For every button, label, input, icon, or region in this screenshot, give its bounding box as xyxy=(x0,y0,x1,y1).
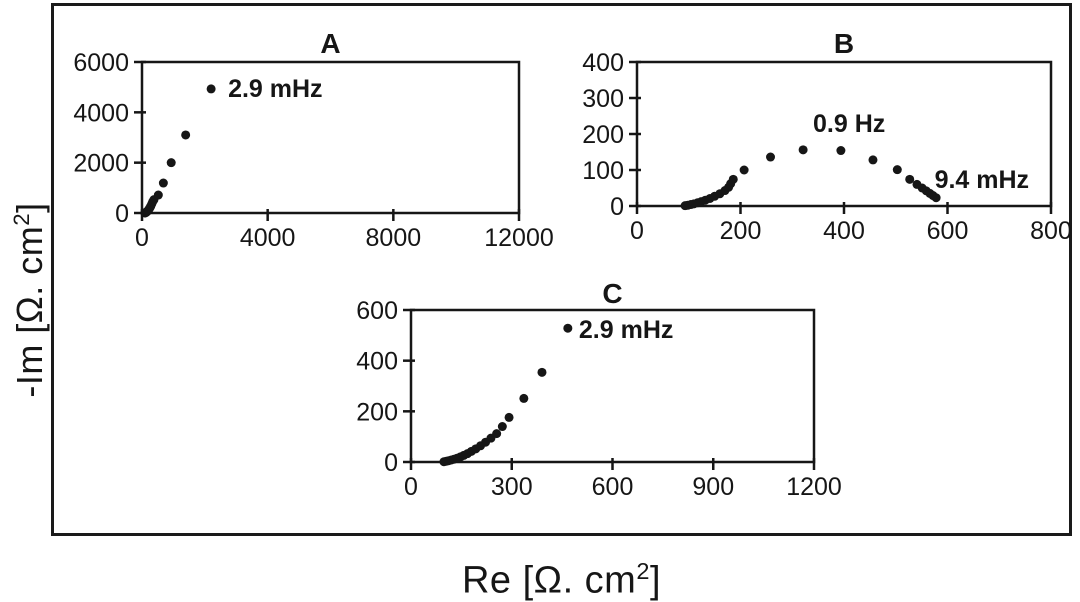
plot-title: A xyxy=(320,28,340,59)
x-tick-label: 600 xyxy=(592,473,634,501)
y-tick-label: 4000 xyxy=(73,99,129,127)
data-point xyxy=(206,84,216,94)
data-point xyxy=(537,367,547,377)
y-axis-label: -Im [Ω. cm2] xyxy=(0,169,50,431)
plot-A: 0 4000 8000 12000 0 2000 4000 6000 A 2.9 mHz xyxy=(73,28,553,252)
y-tick-label: 200 xyxy=(356,398,398,426)
data-point xyxy=(836,146,846,156)
y-tick-label: 100 xyxy=(582,157,624,185)
x-tick-label: 800 xyxy=(1030,217,1072,245)
data-point xyxy=(519,393,529,403)
x-axis-label-superscript: 2 xyxy=(636,558,650,584)
frequency-annotation: 9.4 mHz xyxy=(935,166,1029,194)
y-tick-label: 300 xyxy=(582,85,624,113)
y-tick-label: 0 xyxy=(384,449,398,477)
data-point xyxy=(504,412,514,422)
x-axis-label-close: ] xyxy=(649,559,662,602)
data-point xyxy=(158,178,168,188)
figure-outer-frame xyxy=(51,3,1072,536)
frequency-annotation: 2.9 mHz xyxy=(579,316,673,344)
x-tick-label: 12000 xyxy=(484,224,554,252)
x-axis-label: Re [Ω. cm2] xyxy=(51,546,1072,602)
y-axis-label-superscript: 2 xyxy=(9,212,34,226)
data-point xyxy=(766,152,776,162)
x-tick-label: 0 xyxy=(135,224,149,252)
data-point xyxy=(728,174,738,184)
x-tick-label: 0 xyxy=(404,473,418,501)
data-point xyxy=(492,429,502,439)
plot-title: B xyxy=(834,28,854,59)
y-tick-label: 2000 xyxy=(73,150,129,178)
plot-B: 0 200 400 600 800 0 100 200 300 400 B 0.9 Hz 9.4 mHz xyxy=(582,28,1072,245)
x-tick-label: 300 xyxy=(491,473,533,501)
data-point xyxy=(166,158,176,168)
x-tick-label: 400 xyxy=(823,217,865,245)
data-point xyxy=(739,165,749,175)
data-point xyxy=(931,193,941,203)
plot-title: C xyxy=(602,278,622,309)
x-tick-label: 1200 xyxy=(786,473,842,501)
data-point xyxy=(181,130,191,140)
x-tick-label: 0 xyxy=(630,217,644,245)
y-axis-label-close: ] xyxy=(9,202,50,213)
frequency-annotation: 0.9 Hz xyxy=(813,110,885,138)
y-tick-label: 600 xyxy=(356,297,398,325)
y-tick-label: 6000 xyxy=(73,49,129,77)
frequency-annotation: 2.9 mHz xyxy=(228,75,322,103)
data-point xyxy=(497,422,507,432)
data-point xyxy=(892,165,902,175)
x-tick-label: 200 xyxy=(720,217,762,245)
x-axis-label-text: Re [Ω. cm xyxy=(461,559,637,602)
y-tick-label: 200 xyxy=(582,121,624,149)
x-tick-label: 8000 xyxy=(366,224,422,252)
x-tick-label: 900 xyxy=(692,473,734,501)
data-point xyxy=(563,323,573,333)
x-tick-label: 4000 xyxy=(240,224,296,252)
data-point xyxy=(153,190,163,200)
y-tick-label: 400 xyxy=(356,348,398,376)
x-tick-label: 600 xyxy=(927,217,969,245)
data-point xyxy=(905,174,915,184)
y-tick-label: 400 xyxy=(582,49,624,77)
y-tick-label: 0 xyxy=(610,193,624,221)
plot-C: 0 300 600 900 1200 0 200 400 600 C 2.9 mHz xyxy=(356,278,842,501)
data-point xyxy=(798,145,808,155)
y-axis-label-text: -Im [Ω. cm xyxy=(9,225,50,398)
plot-frame xyxy=(140,60,521,215)
y-tick-label: 0 xyxy=(115,200,129,228)
data-point xyxy=(868,155,878,165)
